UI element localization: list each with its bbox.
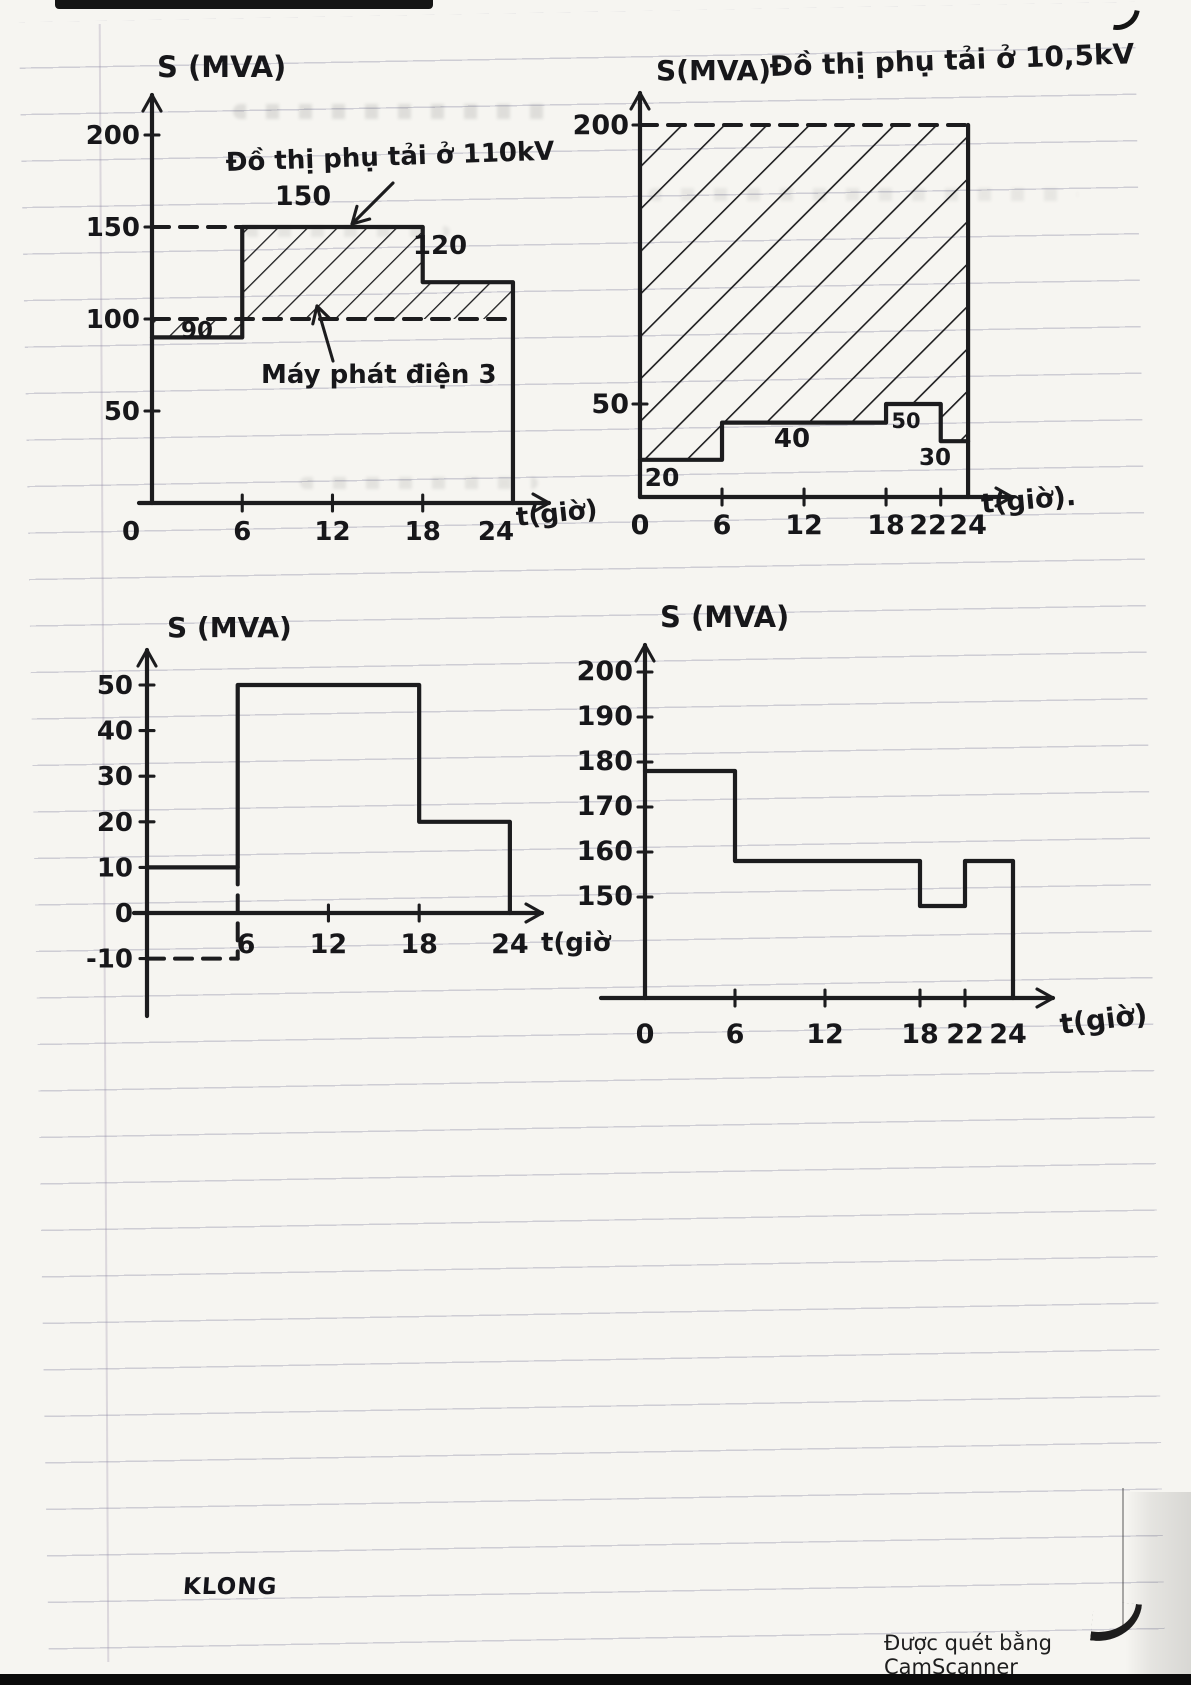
- annotation-label: Đồ thị phụ tải ở 110kV: [225, 136, 555, 178]
- hatch-region: [422, 282, 513, 319]
- y-tick-label: 20: [97, 808, 133, 838]
- chart-load-curve-10-5kv: 50 200 0 6 12 18 22 24 S(MVA) t(giờ). Đồ thị phụ t…: [573, 37, 1135, 541]
- page-edge-line: [1122, 1488, 1124, 1626]
- x-tick-label: 12: [310, 929, 348, 960]
- x-tick-label: 18: [901, 1019, 939, 1050]
- x-axis-title: t(giờ): [1058, 997, 1149, 1040]
- x-tick-label: 12: [314, 517, 350, 547]
- y-axis-title: S (MVA): [167, 611, 292, 644]
- x-tick-label: 24: [989, 1019, 1027, 1050]
- arrowhead: [136, 648, 158, 668]
- x-tick-label: 22: [946, 1019, 984, 1050]
- chart-load-curve-4: 200 190 180 170 160 150 0 6 12 18 22 24 S (MVA) t(giờ…: [577, 600, 1149, 1050]
- y-tick-label: 190: [577, 701, 633, 732]
- x-tick-label: 24: [491, 929, 529, 960]
- x-tick-label: 6: [726, 1019, 745, 1050]
- y-tick-label: 50: [591, 389, 629, 420]
- value-label: 30: [919, 445, 951, 471]
- y-tick-label: 200: [86, 121, 140, 151]
- load-step-curve: [144, 682, 512, 916]
- page-corner-shadow: [1125, 1492, 1191, 1674]
- y-tick-label: 150: [577, 881, 633, 912]
- value-label: 20: [645, 463, 680, 492]
- x-tick-label: 0: [636, 1019, 655, 1050]
- value-label: 40: [774, 424, 810, 454]
- x-tick-label: 18: [867, 510, 905, 541]
- y-axis-title: S (MVA): [157, 50, 286, 84]
- y-tick-label: 170: [577, 791, 633, 822]
- x-tick-label: 6: [713, 510, 732, 541]
- annotation-arrow: [350, 181, 395, 226]
- value-label: 50: [891, 409, 920, 433]
- y-tick-label: 200: [573, 110, 629, 141]
- y-tick-label: 40: [97, 717, 133, 747]
- y-tick-label: 0: [115, 899, 133, 929]
- x-tick-label: 6: [233, 517, 251, 547]
- y-axis-title: S (MVA): [660, 600, 789, 634]
- arrowhead: [531, 492, 551, 514]
- y-tick-label: 50: [97, 671, 133, 701]
- arrowhead: [634, 643, 656, 663]
- annotation-arrow: [315, 304, 335, 363]
- scan-edge-top: [55, 0, 433, 9]
- y-tick-label: 160: [577, 836, 633, 867]
- y-tick-label: 10: [97, 853, 133, 883]
- notebook-brand-logo: KLONG: [182, 1574, 279, 1600]
- value-label: 120: [413, 231, 467, 261]
- x-tick-label: 6: [237, 929, 256, 960]
- hatch-region: [242, 227, 423, 319]
- x-axis-title: t(giờ): [515, 495, 599, 533]
- arrowhead: [141, 93, 163, 113]
- load-step-curve: [149, 224, 516, 506]
- chart-title: Đồ thị phụ tải ở 10,5kV: [769, 37, 1135, 83]
- y-tick-label: -10: [86, 945, 133, 975]
- arrowhead: [994, 486, 1014, 508]
- y-tick-label: 100: [86, 305, 140, 335]
- x-tick-label: 0: [631, 510, 650, 541]
- y-tick-label: 180: [577, 746, 633, 777]
- x-tick-label: 12: [785, 510, 823, 541]
- arrowhead: [350, 204, 372, 226]
- x-tick-label: 18: [405, 517, 441, 547]
- x-tick-label: 24: [949, 510, 987, 541]
- load-step-curve: [642, 768, 1016, 1001]
- chart-load-curve-3: 50 40 30 20 10 0 -10 6 12 18 24 S (MVA) t(giờ: [86, 611, 612, 1019]
- value-label: 90: [181, 318, 213, 344]
- x-tick-label: 0: [122, 517, 140, 547]
- value-label: 150: [275, 181, 331, 212]
- hatch-region: [152, 319, 243, 338]
- load-step-curve: [637, 401, 971, 462]
- x-axis-title: t(giờ).: [980, 481, 1077, 520]
- x-tick-label: 22: [909, 510, 947, 541]
- y-tick-label: 30: [97, 762, 133, 792]
- chart-load-curve-110kv: 50 100 150 200 0 6 12 18 24 S (MVA) t(giờ) 90 150 120…: [86, 50, 599, 547]
- x-tick-label: 18: [400, 929, 438, 960]
- arrowhead: [311, 304, 332, 326]
- scan-edge-bottom: [0, 1674, 1191, 1685]
- x-axis-title: t(giờ: [541, 928, 612, 958]
- arrowhead: [629, 91, 651, 111]
- x-tick-label: 24: [478, 517, 514, 547]
- arrowhead: [524, 902, 544, 924]
- y-tick-label: 200: [577, 656, 633, 687]
- y-tick-label: 150: [86, 213, 140, 243]
- y-tick-label: 50: [104, 397, 140, 427]
- hatch-region: [640, 125, 969, 460]
- arrowhead: [1035, 987, 1055, 1009]
- y-axis-title: S(MVA): [656, 54, 771, 87]
- x-tick-label: 12: [806, 1019, 844, 1050]
- annotation-label: Máy phát điện 3: [261, 360, 497, 390]
